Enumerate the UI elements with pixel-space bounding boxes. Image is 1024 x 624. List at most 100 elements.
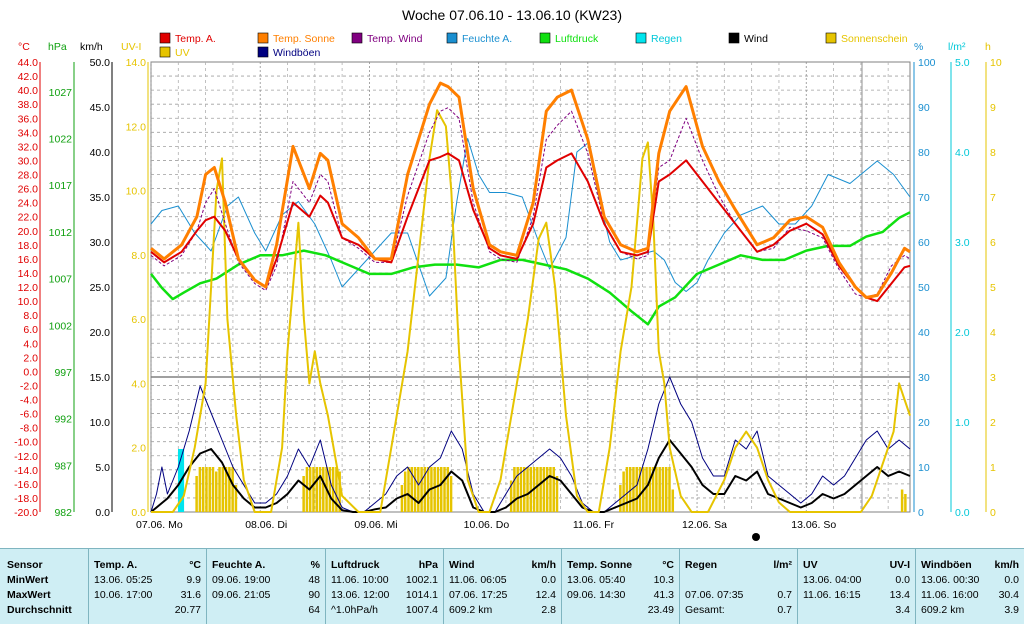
humidity-tick-label: 50	[918, 282, 930, 294]
sonnenschein-bar	[529, 467, 533, 512]
avg-value: 64	[308, 604, 320, 616]
sun-tick-label: 6	[990, 237, 996, 249]
wind-tick-label: 50.0	[90, 57, 111, 69]
temp-tick-label: -8.0	[20, 423, 38, 435]
temp-tick-label: -16.0	[14, 479, 38, 491]
sonnenschein-bar	[420, 467, 423, 512]
stats-column-feuchte-a-: Feuchte A.% 09.06. 19:00 48 09.06. 21:05 90 6…	[206, 549, 326, 624]
max-value: 90	[308, 589, 320, 601]
sonnenschein-bar	[549, 467, 552, 512]
uv-tick-label: 12.0	[126, 121, 147, 133]
sonnenschein-bar	[195, 476, 198, 512]
min-value: 9.9	[186, 574, 201, 586]
sun-tick-label: 10	[990, 57, 1002, 69]
pressure-tick-label: 992	[54, 414, 72, 426]
pressure-unit-label: hPa	[48, 41, 67, 53]
temp-tick-label: 20.0	[18, 226, 39, 238]
sun-tick-label: 7	[990, 192, 996, 204]
uv-tick-label: 14.0	[126, 57, 147, 69]
max-time: 07.06. 17:25	[449, 589, 508, 601]
temp-tick-label: 34.0	[18, 127, 39, 139]
pressure-tick-label: 1002	[49, 320, 73, 332]
weather-chart: Woche 07.06.10 - 13.06.10 (KW23) Temp. A…	[14, 7, 1002, 541]
stats-row-label: MaxWert	[0, 588, 88, 602]
stats-column-temp-a-: Temp. A. °C 13.06. 05:25 9.9 10.06. 17:00 31.…	[88, 549, 207, 624]
stats-column-luftdruck: Luftdruck hPa 11.06. 10:00 1002.1 13.06. 12:…	[325, 549, 444, 624]
temp-tick-label: 18.0	[18, 240, 39, 252]
sonnenschein-bar	[400, 485, 404, 512]
pressure-tick-label: 1007	[49, 274, 73, 286]
humidity-tick-label: 100	[918, 57, 936, 69]
uv-line	[151, 109, 911, 513]
max-time: 13.06. 12:00	[331, 589, 390, 601]
humidity-tick-label: 20	[918, 417, 930, 429]
temp-unit-label: °C	[18, 41, 30, 53]
axes: 07.06. Mo 08.06. Di 09.06. Mi 10.06. Do 11.0…	[14, 57, 1002, 531]
sensor-name: Temp. A.	[94, 559, 138, 571]
sonnenschein-bar	[545, 467, 549, 512]
stats-max-row: 11.06. 16:15 13.4	[798, 588, 916, 602]
uv-tick-label: 6.0	[131, 314, 146, 326]
sonnenschein-bar	[312, 467, 315, 512]
sonnenschein-bar	[542, 467, 546, 512]
humidity-tick-label: 0	[918, 507, 924, 519]
temp-tick-label: 42.0	[18, 71, 39, 83]
avg-label: Gesamt:	[685, 604, 725, 616]
legend-swatch	[635, 32, 647, 44]
sonnenschein-bar	[305, 467, 309, 512]
wind-tick-label: 0.0	[95, 507, 110, 519]
stats-row-label: MinWert	[0, 573, 88, 587]
stats-max-row: 13.06. 12:00 1014.1	[326, 588, 444, 602]
sensor-unit: %	[310, 559, 320, 571]
avg-value: 20.77	[174, 604, 201, 616]
min-value: 0.0	[1004, 574, 1019, 586]
x-tick-label: 07.06. Mo	[136, 519, 183, 531]
max-value: 12.4	[535, 589, 556, 601]
row-label-text: MaxWert	[7, 589, 51, 601]
sonnenschein-bar	[315, 467, 318, 512]
x-tick-label: 12.06. Sa	[682, 519, 727, 531]
legend-swatch	[446, 32, 458, 44]
sonnenschein-bar	[516, 467, 519, 512]
stats-header-row: Windböen km/h	[916, 558, 1024, 572]
legend-swatch	[351, 32, 363, 44]
max-value: 30.4	[998, 589, 1019, 601]
avg-label: 609.2 km	[921, 604, 965, 616]
temp-sonne-line	[150, 81, 911, 299]
stats-avg-row: 609.2 km 3.9	[916, 603, 1024, 617]
sonnenschein-bar	[668, 467, 671, 512]
max-value: 13.4	[889, 589, 910, 601]
row-label-text: MinWert	[7, 574, 49, 586]
stats-row-label: Sensor	[0, 558, 88, 572]
min-time: 13.06. 04:00	[803, 574, 862, 586]
plot-area	[150, 61, 911, 513]
rain-tick-label: 5.0	[955, 57, 970, 69]
legend-label: Temp. Wind	[367, 33, 423, 45]
sonnenschein-bar	[201, 467, 205, 512]
temp-tick-label: 26.0	[18, 184, 39, 196]
temp-tick-label: -14.0	[14, 465, 38, 477]
min-value: 10.3	[653, 574, 674, 586]
sun-tick-label: 0	[990, 507, 996, 519]
wind-tick-label: 10.0	[90, 417, 111, 429]
sensor-unit: km/h	[994, 559, 1019, 571]
temp-tick-label: -20.0	[14, 507, 38, 519]
x-tick-label: 13.06. So	[791, 519, 836, 531]
sonnenschein-bar	[632, 467, 635, 512]
stats-header-row: UV UV-I	[798, 558, 916, 572]
sonnenschein-bar	[234, 485, 238, 512]
stats-min-row	[680, 573, 798, 587]
pressure-tick-label: 1022	[49, 134, 73, 146]
legend-swatch	[728, 32, 740, 44]
stats-row-label: Durchschnitt	[0, 603, 88, 617]
x-tick-label: 11.06. Fr	[573, 519, 615, 531]
wind-tick-label: 30.0	[90, 237, 111, 249]
max-time: 09.06. 14:30	[567, 589, 626, 601]
row-label-text: Durchschnitt	[7, 604, 72, 616]
legend-label: Luftdruck	[555, 33, 599, 45]
stats-header-row: Temp. A. °C	[89, 558, 207, 572]
sonnenschein-bar	[410, 467, 414, 512]
stats-header-row: Feuchte A.%	[207, 558, 326, 572]
stats-min-row: 11.06. 06:05 0.0	[444, 573, 562, 587]
sonnenschein-bar	[519, 467, 523, 512]
